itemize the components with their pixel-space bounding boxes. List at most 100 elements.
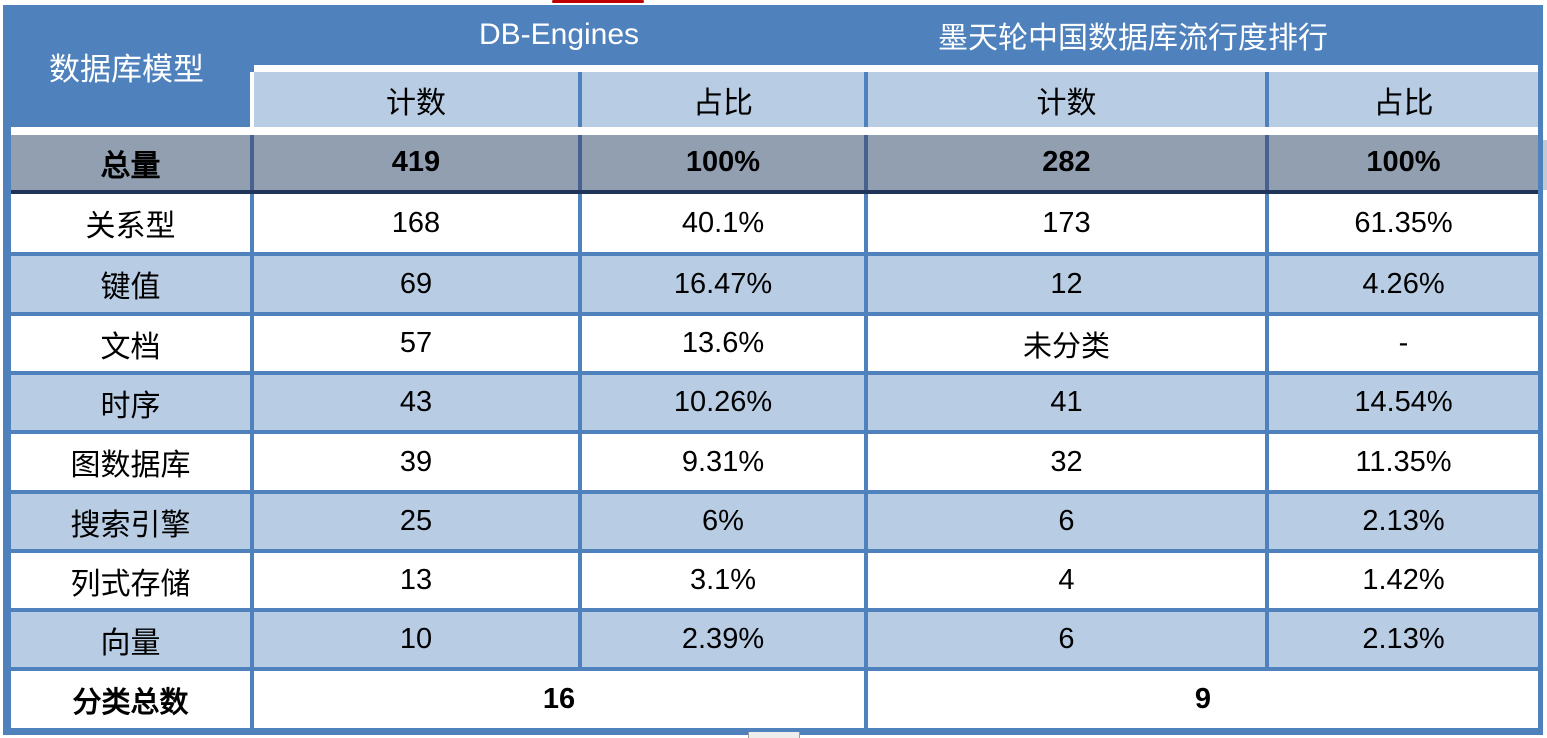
divider xyxy=(578,434,582,490)
cell-mt-count: 32 xyxy=(868,434,1265,490)
row-border xyxy=(11,252,1538,256)
divider xyxy=(250,612,254,667)
table-row-total: 总量 419 100% 282 100% xyxy=(11,135,1538,190)
divider xyxy=(1265,553,1269,608)
divider xyxy=(578,256,582,312)
divider xyxy=(864,194,868,252)
cell-db-share: 10.26% xyxy=(582,375,864,430)
divider xyxy=(250,256,254,312)
table-bottom-border xyxy=(11,728,1538,735)
table-row: 向量 10 2.39% 6 2.13% xyxy=(11,612,1538,667)
divider xyxy=(578,612,582,667)
divider xyxy=(1265,135,1269,190)
column-group-db-engines: DB-Engines xyxy=(478,18,640,51)
row-label: 搜索引擎 xyxy=(11,494,250,549)
row-border xyxy=(11,371,1538,375)
cell-mt-share: 2.13% xyxy=(1269,494,1538,549)
divider xyxy=(864,671,868,728)
cell-db-count: 43 xyxy=(254,375,578,430)
row-label: 图数据库 xyxy=(11,434,250,490)
divider xyxy=(864,72,868,127)
cell-db-share: 6% xyxy=(582,494,864,549)
cell-db-category-total: 16 xyxy=(254,671,864,728)
row-border xyxy=(11,667,1538,671)
cell-mt-count: 6 xyxy=(868,612,1265,667)
divider xyxy=(1265,72,1269,127)
divider xyxy=(250,375,254,430)
cell-mt-share: 14.54% xyxy=(1269,375,1538,430)
right-edge-fragment xyxy=(1543,140,1547,190)
row-border xyxy=(11,549,1538,553)
divider xyxy=(1265,612,1269,667)
cell-mt-count: 173 xyxy=(868,194,1265,252)
cell-mt-count: 12 xyxy=(868,256,1265,312)
divider xyxy=(578,375,582,430)
divider xyxy=(1265,194,1269,252)
row-label: 时序 xyxy=(11,375,250,430)
divider xyxy=(864,434,868,490)
divider xyxy=(578,194,582,252)
column-group-motianlun: 墨天轮中国数据库流行度排行 xyxy=(938,22,1328,55)
total-row-underline xyxy=(11,190,1538,194)
subheader-row: 计数 占比 计数 占比 xyxy=(11,72,1538,127)
cropped-text-fragment xyxy=(552,0,644,3)
table-row: 时序 43 10.26% 41 14.54% xyxy=(11,375,1538,430)
divider xyxy=(1265,256,1269,312)
cell-db-share: 2.39% xyxy=(582,612,864,667)
cell-mt-share: 100% xyxy=(1269,135,1538,190)
corner-spacer xyxy=(11,5,254,65)
header-gap-left xyxy=(11,65,254,72)
divider xyxy=(864,256,868,312)
subheader-db-share: 占比 xyxy=(582,72,864,127)
divider xyxy=(1265,494,1269,549)
divider xyxy=(250,72,254,127)
divider xyxy=(250,316,254,371)
row-border xyxy=(11,312,1538,316)
divider xyxy=(250,194,254,252)
cell-db-count: 419 xyxy=(254,135,578,190)
cell-mt-count: 282 xyxy=(868,135,1265,190)
cell-mt-share: - xyxy=(1269,316,1538,371)
divider xyxy=(864,494,868,549)
table-row-category-total: 分类总数 16 9 xyxy=(11,671,1538,728)
divider xyxy=(864,553,868,608)
table-content: DB-Engines 墨天轮中国数据库流行度排行 计数 占比 计数 占比 xyxy=(11,5,1538,735)
cell-mt-count: 未分类 xyxy=(868,316,1265,371)
row-label: 总量 xyxy=(11,135,250,190)
divider xyxy=(864,375,868,430)
cell-db-share: 3.1% xyxy=(582,553,864,608)
comparison-table: DB-Engines 墨天轮中国数据库流行度排行 计数 占比 计数 占比 xyxy=(3,5,1543,735)
cell-db-count: 69 xyxy=(254,256,578,312)
cell-db-share: 40.1% xyxy=(582,194,864,252)
cell-db-count: 10 xyxy=(254,612,578,667)
cell-db-share: 13.6% xyxy=(582,316,864,371)
divider xyxy=(250,553,254,608)
cell-mt-category-total: 9 xyxy=(868,671,1538,728)
scrollbar-fragment xyxy=(748,732,800,738)
subheader-mt-share: 占比 xyxy=(1269,72,1538,127)
divider xyxy=(1265,434,1269,490)
divider xyxy=(578,72,582,127)
subheader-db-count: 计数 xyxy=(254,72,578,127)
table-row: 关系型 168 40.1% 173 61.35% xyxy=(11,194,1538,252)
cell-mt-count: 41 xyxy=(868,375,1265,430)
divider xyxy=(864,612,868,667)
cell-mt-count: 6 xyxy=(868,494,1265,549)
row-label: 键值 xyxy=(11,256,250,312)
divider xyxy=(250,434,254,490)
row-label: 关系型 xyxy=(11,194,250,252)
table-row: 键值 69 16.47% 12 4.26% xyxy=(11,256,1538,312)
cell-db-share: 100% xyxy=(582,135,864,190)
cell-db-count: 168 xyxy=(254,194,578,252)
cell-mt-count: 4 xyxy=(868,553,1265,608)
cell-mt-share: 2.13% xyxy=(1269,612,1538,667)
row-label: 分类总数 xyxy=(11,671,250,728)
divider xyxy=(250,135,254,190)
subheader-mt-count: 计数 xyxy=(868,72,1265,127)
row-label: 向量 xyxy=(11,612,250,667)
cell-mt-share: 11.35% xyxy=(1269,434,1538,490)
row-label: 文档 xyxy=(11,316,250,371)
divider xyxy=(250,494,254,549)
header-gap xyxy=(11,65,1538,72)
